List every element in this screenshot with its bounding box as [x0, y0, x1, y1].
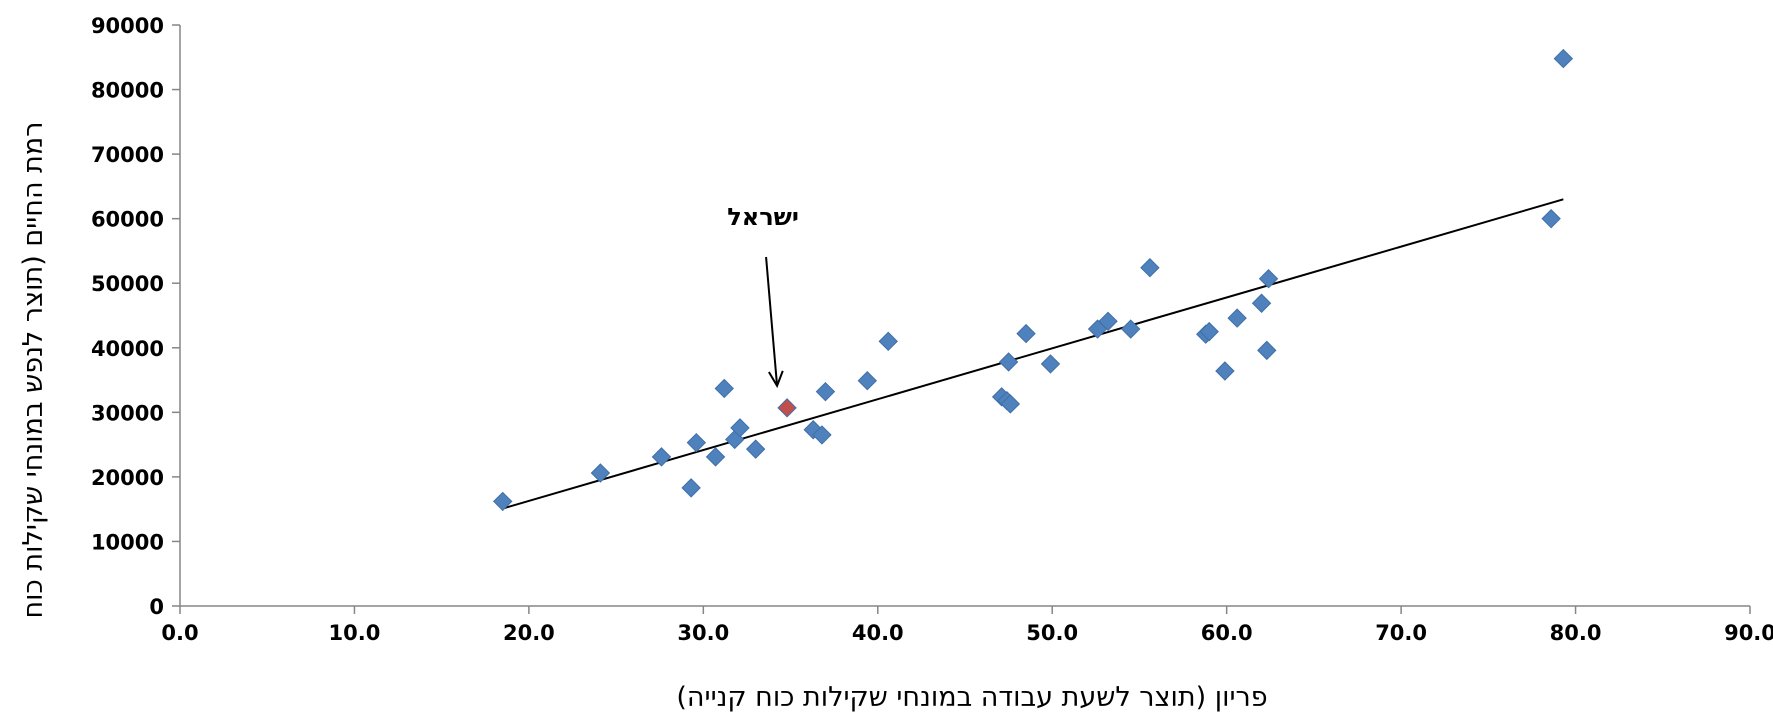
data-point — [878, 331, 898, 352]
data-point — [714, 378, 734, 399]
data-point — [812, 425, 832, 445]
x-tick-label: 40.0 — [852, 621, 904, 645]
y-tick-label: 30000 — [91, 401, 164, 425]
data-point — [1121, 319, 1141, 339]
y-tick-label: 80000 — [91, 79, 164, 103]
annotations: ישראל — [727, 203, 799, 389]
x-tick-label: 50.0 — [1026, 621, 1078, 645]
annotation-arrow-head — [768, 370, 784, 389]
x-tick-label: 0.0 — [161, 621, 198, 645]
trendline-group — [502, 198, 1564, 510]
x-tick-label: 20.0 — [503, 621, 555, 645]
x-tick-label: 30.0 — [677, 621, 729, 645]
tick-labels: 0.0 10.0 20.0 30.0 40.0 50.0 60.0 70.0 80.0 90.0 0… — [91, 14, 1773, 645]
data-point — [590, 463, 611, 483]
data-points — [493, 48, 1574, 512]
data-point — [1258, 268, 1279, 289]
data-point — [1199, 321, 1219, 342]
data-point — [998, 352, 1019, 372]
y-tick-label: 50000 — [91, 272, 164, 296]
data-point — [686, 432, 707, 453]
axes — [172, 24, 1751, 614]
data-point — [1000, 394, 1021, 414]
data-point — [1541, 208, 1561, 229]
x-tick-label: 80.0 — [1550, 621, 1602, 645]
data-point — [815, 381, 836, 402]
y-tick-label: 70000 — [91, 143, 164, 167]
x-tick-label: 60.0 — [1201, 621, 1253, 645]
y-axis-title: רמת החיים (תוצר לנפש במונחי שקילות כוח — [18, 122, 49, 619]
data-point — [1016, 323, 1036, 344]
data-point — [1227, 308, 1247, 328]
x-tick-label: 10.0 — [329, 621, 381, 645]
x-tick-label: 70.0 — [1375, 621, 1427, 645]
data-point — [745, 439, 766, 459]
data-point — [730, 418, 750, 438]
y-tick-label: 20000 — [91, 466, 164, 490]
y-tick-label: 10000 — [91, 530, 164, 554]
x-tick-label: 90.0 — [1724, 621, 1773, 645]
data-point — [1553, 48, 1574, 69]
y-tick-label: 90000 — [91, 14, 164, 38]
data-point — [493, 491, 513, 512]
y-tick-label: 60000 — [91, 208, 164, 232]
x-axis-title: פריון (תוצר לשעת עבודה במונחי שקילות כוח… — [676, 682, 1267, 713]
y-tick-label: 40000 — [91, 337, 164, 361]
annotation-label: ישראל — [727, 203, 799, 231]
data-point — [1098, 311, 1118, 332]
trendline — [502, 198, 1564, 510]
data-point — [681, 478, 701, 498]
annotation-arrow-line — [765, 256, 779, 386]
data-point — [857, 370, 878, 391]
data-point — [1040, 354, 1061, 374]
data-point — [1215, 361, 1235, 381]
data-point — [1257, 340, 1277, 361]
data-point — [1251, 293, 1272, 313]
y-tick-label: 0 — [149, 595, 164, 619]
data-point-israel — [777, 398, 797, 418]
data-point — [651, 447, 672, 467]
data-point — [705, 447, 726, 467]
data-point — [1140, 258, 1160, 278]
